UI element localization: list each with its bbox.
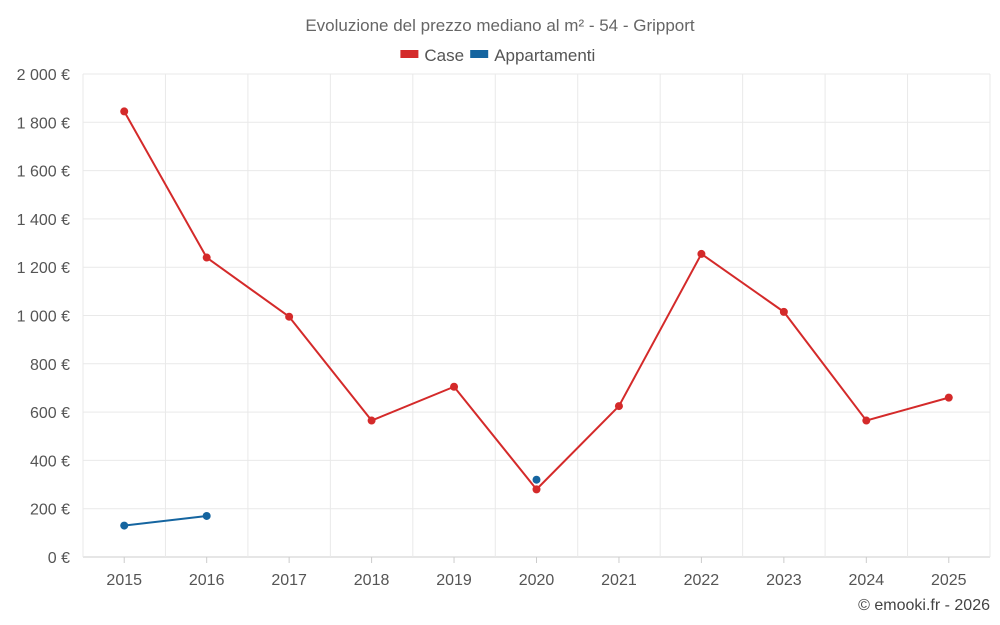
x-tick-label: 2025	[931, 572, 967, 589]
data-point-case[interactable]	[614, 402, 623, 411]
y-tick-label: 1 200 €	[17, 260, 70, 277]
x-tick-label: 2022	[684, 572, 720, 589]
x-tick-label: 2018	[354, 572, 390, 589]
y-tick-label: 600 €	[30, 405, 70, 422]
y-tick-label: 0 €	[48, 550, 70, 567]
x-tick-label: 2024	[849, 572, 885, 589]
data-point-case[interactable]	[450, 382, 459, 391]
data-point-case[interactable]	[120, 107, 129, 116]
legend-swatch-appartamenti	[470, 50, 489, 58]
y-tick-label: 1 000 €	[17, 309, 70, 326]
x-tick-label: 2016	[189, 572, 225, 589]
data-point-case[interactable]	[367, 416, 376, 425]
x-axis: 2015 2016 2017 2018 2019 2020 2021 2022 2023 2024…	[106, 557, 967, 589]
data-point-appartamenti[interactable]	[202, 511, 211, 520]
y-tick-label: 2 000 €	[17, 67, 70, 84]
legend-swatch-case	[400, 50, 419, 58]
x-tick-label: 2017	[271, 572, 307, 589]
y-tick-label: 200 €	[30, 502, 70, 519]
data-point-case[interactable]	[202, 253, 211, 262]
legend-label-appartamenti[interactable]: Appartamenti	[494, 46, 595, 65]
data-point-appartamenti[interactable]	[532, 475, 541, 484]
data-point-case[interactable]	[285, 312, 294, 321]
y-tick-label: 1 600 €	[17, 164, 70, 181]
series-points	[120, 107, 953, 530]
x-tick-label: 2020	[519, 572, 555, 589]
data-point-case[interactable]	[779, 307, 788, 316]
credit-text: © emooki.fr - 2026	[858, 597, 990, 614]
series-line-appartamenti	[124, 514, 207, 527]
y-tick-label: 400 €	[30, 453, 70, 470]
x-tick-label: 2021	[601, 572, 637, 589]
data-point-case[interactable]	[944, 393, 953, 402]
data-point-case[interactable]	[532, 485, 541, 494]
x-tick-label: 2023	[766, 572, 802, 589]
x-tick-label: 2015	[106, 572, 142, 589]
chart-title: Evoluzione del prezzo mediano al m² - 54…	[305, 16, 695, 35]
grid	[82, 73, 991, 558]
legend-label-case[interactable]: Case	[424, 46, 464, 65]
y-axis: 0 € 200 € 400 € 600 € 800 € 1 000 € 1 200 € 1 4…	[17, 67, 70, 567]
data-point-case[interactable]	[697, 249, 706, 258]
y-tick-label: 800 €	[30, 357, 70, 374]
y-tick-label: 1 400 €	[17, 212, 70, 229]
data-point-appartamenti[interactable]	[120, 521, 129, 530]
data-point-case[interactable]	[862, 416, 871, 425]
y-tick-label: 1 800 €	[17, 115, 70, 132]
x-tick-label: 2019	[436, 572, 472, 589]
legend: Case Appartamenti	[400, 46, 595, 65]
